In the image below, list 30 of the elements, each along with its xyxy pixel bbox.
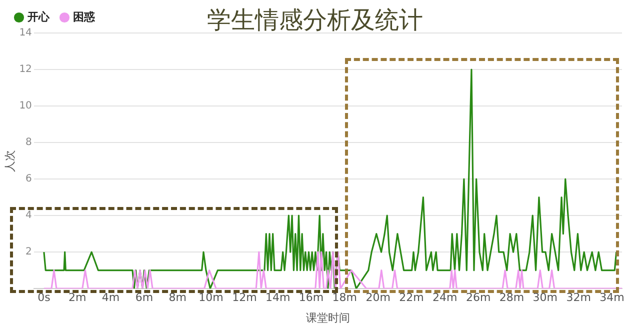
y-tick-label: 4	[26, 210, 32, 222]
x-tick-label: 24m	[432, 291, 458, 304]
y-tick-label: 14	[19, 28, 32, 39]
y-tick-label: 10	[19, 100, 32, 112]
x-tick-label: 10m	[198, 291, 224, 304]
x-tick-label: 34m	[600, 291, 624, 304]
x-tick-label: 2m	[68, 291, 86, 304]
x-tick-label: 12m	[232, 291, 257, 304]
chart-title: 学生情感分析及统计	[206, 5, 424, 36]
y-tick-label: 12	[19, 64, 32, 76]
x-tick-label: 18m	[332, 291, 358, 304]
x-axis-title: 课堂时间	[306, 311, 350, 324]
x-tick-label: 32m	[566, 291, 591, 304]
y-tick-label: 8	[26, 137, 32, 148]
x-tick-label: 22m	[399, 291, 424, 304]
x-tick-label: 4m	[102, 291, 120, 304]
legend-label: 困惑	[73, 10, 96, 24]
x-tick-label: 6m	[135, 291, 154, 304]
y-axis-title: 人次	[3, 150, 16, 172]
x-tick-label: 16m	[298, 291, 324, 304]
x-tick-label: 8m	[168, 291, 186, 304]
x-tick-label: 30m	[532, 291, 558, 304]
y-tick-label: 6	[26, 174, 32, 185]
y-tick-label: 2	[26, 246, 32, 258]
legend-label: 开心	[26, 10, 50, 24]
x-tick-label: 20m	[366, 291, 390, 304]
x-tick-label: 14m	[265, 291, 290, 304]
x-tick-label: 0s	[38, 291, 51, 304]
x-tick-label: 28m	[499, 291, 524, 304]
x-tick-label: 26m	[466, 291, 491, 304]
